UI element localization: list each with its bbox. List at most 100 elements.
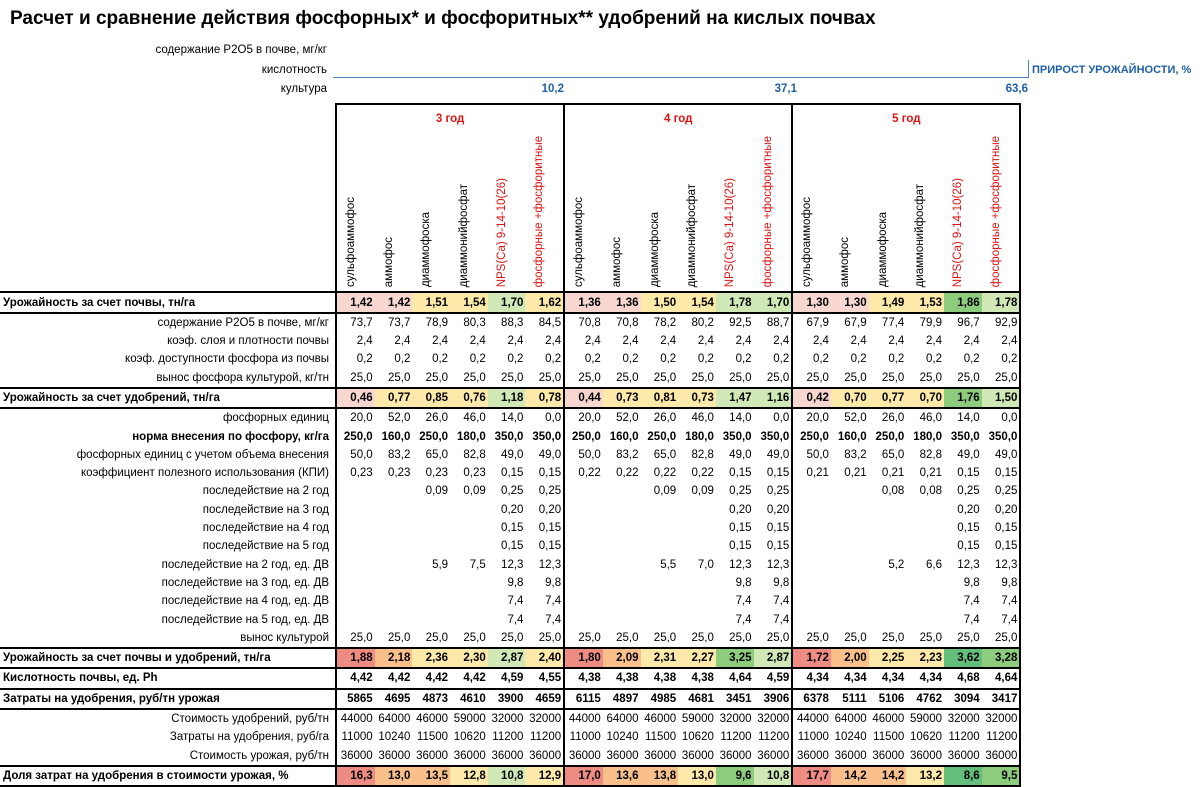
table-cell: 77,4 xyxy=(881,316,905,329)
table-cell: 0,73 xyxy=(678,386,716,410)
row-label: последействие на 2 год, ед. ДВ xyxy=(161,558,329,571)
table-cell: 0,77 xyxy=(374,386,413,410)
table-cell: 2,31 xyxy=(640,646,679,670)
table-row: последействие на 3 год, ед. ДВ 9,8 9,8 9,8 9… xyxy=(0,573,1022,593)
fertilizer-name: аммофос xyxy=(382,237,395,288)
table-cell: 2,40 xyxy=(525,646,565,670)
fertilizer-header-cell: сульфоаммофос xyxy=(791,136,831,293)
table-cell: 11500 xyxy=(416,731,449,744)
table-cell: 7,4 xyxy=(507,595,524,608)
table-cell: 67,9 xyxy=(791,312,831,332)
table-row: последействие на 3 год 0,20 0,20 0,20 0,20 0,… xyxy=(0,500,1022,519)
table-cell: 4610 xyxy=(450,687,488,710)
table-cell: 46,0 xyxy=(463,412,486,425)
table-cell: 7,4 xyxy=(545,613,562,626)
table-cell xyxy=(335,610,375,629)
table-cell: 0,2 xyxy=(850,353,867,366)
table-cell: 0,2 xyxy=(335,350,375,369)
table-cell: 46000 xyxy=(872,713,905,726)
table-cell: 160,0 xyxy=(381,430,411,443)
table-cell: 6115 xyxy=(563,687,603,710)
table-cell: 49,0 xyxy=(538,448,562,461)
table-cell: 82,8 xyxy=(463,448,486,461)
table-cell: 0,23 xyxy=(387,467,411,480)
table-cell: 11000 xyxy=(791,728,831,747)
fertilizer-header-cell: аммофос xyxy=(603,136,641,292)
table-cell: 8,6 xyxy=(944,764,982,787)
table-cell: 9,6 xyxy=(715,764,754,787)
table-cell: 2,4 xyxy=(850,335,867,348)
fertilizer-header-cell: фосфорные +фосфоритные xyxy=(754,136,793,292)
table-cell: 0,2 xyxy=(469,353,486,366)
table-cell: 1,30 xyxy=(791,291,831,314)
table-cell xyxy=(412,519,450,537)
table-cell: 0,2 xyxy=(394,353,411,366)
table-cell: 17,7 xyxy=(791,764,831,787)
table-cell xyxy=(906,537,944,555)
table-cell: 5106 xyxy=(868,687,907,710)
table-cell xyxy=(375,501,413,519)
table-cell: 0,23 xyxy=(425,467,449,480)
table-cell: 84,5 xyxy=(538,316,562,329)
table-cell: 70,8 xyxy=(616,316,639,329)
table-cell: 1,78 xyxy=(715,291,754,314)
table-cell: 1,36 xyxy=(563,291,603,314)
table-cell: 0,21 xyxy=(881,467,905,480)
table-cell: 2,30 xyxy=(450,646,488,670)
table-cell: 4897 xyxy=(602,687,641,710)
row-label: последействие на 4 год xyxy=(202,522,329,535)
table-cell: 7,5 xyxy=(469,558,486,571)
table-cell: 0,22 xyxy=(563,464,603,483)
table-cell: 50,0 xyxy=(335,445,375,465)
table-cell: 12,3 xyxy=(729,558,752,571)
table-cell: 36000 xyxy=(910,749,942,762)
table-cell xyxy=(450,501,488,519)
table-cell: 4695 xyxy=(374,687,413,710)
table-row: Урожайность за счет удобрений, тн/га 0,46… xyxy=(0,386,1022,410)
table-cell: 2,4 xyxy=(981,331,1022,351)
row-label: последействие на 3 год xyxy=(202,503,329,516)
table-cell: 6378 xyxy=(791,687,831,710)
table-cell: 59000 xyxy=(681,713,714,726)
table-cell: 0,23 xyxy=(335,464,375,483)
table-cell: 160,0 xyxy=(837,430,867,443)
year-header: 4 год xyxy=(563,103,793,136)
table-cell: 0,25 xyxy=(766,485,790,498)
table-cell: 2,4 xyxy=(622,335,639,348)
table-row: последействие на 2 год, ед. ДВ 5,9 7,5 12,3… xyxy=(0,555,1022,574)
table-cell: 36000 xyxy=(335,746,375,766)
table-cell: 2,4 xyxy=(735,335,752,348)
fertilizer-names-row: сульфоаммофос аммофос диаммофоска диаммоний… xyxy=(0,136,1022,293)
row-label: Доля затрат на удобрения в стоимости уро… xyxy=(0,764,336,787)
table-cell: 0,46 xyxy=(335,386,375,410)
table-cell: 0,15 xyxy=(538,467,562,480)
table-cell: 0,20 xyxy=(729,503,752,516)
table-cell: 25,0 xyxy=(729,371,752,384)
table-cell xyxy=(335,555,375,574)
table-cell: 1,72 xyxy=(791,646,831,670)
table-cell: 26,0 xyxy=(425,412,449,425)
table-cell: 36000 xyxy=(681,749,714,762)
table-cell xyxy=(906,592,944,610)
table-cell xyxy=(563,555,603,574)
fertilizer-header-cell: диаммонийфосфат xyxy=(906,136,944,292)
table-cell: 25,0 xyxy=(335,368,375,388)
names-spacer xyxy=(0,136,336,292)
table-cell: 36000 xyxy=(947,749,980,762)
table-cell: 59000 xyxy=(453,713,486,726)
table-row: содержание P2O5 в почве, мг/кг 73,7 73,7 78… xyxy=(0,312,1022,332)
table-cell: 250,0 xyxy=(335,427,375,446)
table-cell: 88,3 xyxy=(501,316,524,329)
table-row: коэффициент полезного использования (КПИ… xyxy=(0,464,1022,483)
table-cell: 7,4 xyxy=(507,613,524,626)
table-cell: 2,36 xyxy=(412,646,451,670)
table-cell: 25,0 xyxy=(425,631,449,644)
table-cell: 25,0 xyxy=(919,631,942,644)
table-cell: 52,0 xyxy=(844,412,867,425)
table-cell xyxy=(335,573,375,593)
row-label: последействие на 3 год, ед. ДВ xyxy=(161,576,329,589)
table-cell: 10620 xyxy=(453,731,486,744)
table-cell: 80,2 xyxy=(691,316,714,329)
table-cell xyxy=(412,574,450,592)
table-cell: 5,2 xyxy=(888,558,905,571)
